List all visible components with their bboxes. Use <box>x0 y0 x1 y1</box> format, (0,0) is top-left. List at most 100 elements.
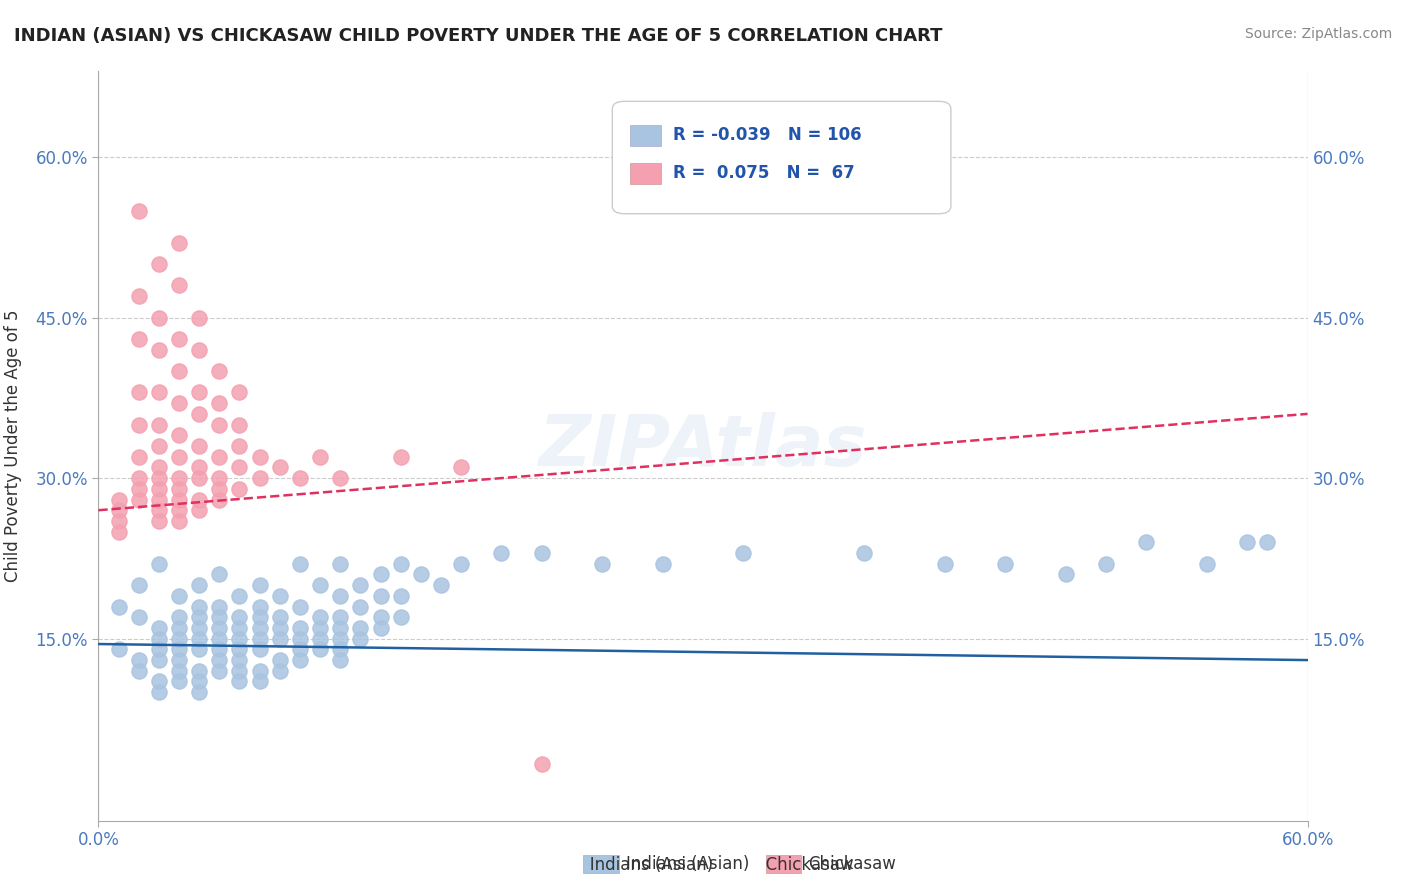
Point <box>249 578 271 592</box>
Point <box>228 674 250 689</box>
Point <box>148 310 170 325</box>
Point <box>208 364 231 378</box>
Point <box>934 557 956 571</box>
Point <box>228 610 250 624</box>
Point <box>128 289 150 303</box>
Point <box>167 632 190 646</box>
Point <box>288 632 311 646</box>
Point <box>107 514 129 528</box>
Point <box>1095 557 1118 571</box>
Point <box>389 589 412 603</box>
Point <box>370 589 392 603</box>
Point <box>228 417 250 432</box>
Point <box>430 578 453 592</box>
Point <box>148 632 170 646</box>
Point <box>994 557 1017 571</box>
Point <box>128 653 150 667</box>
Point <box>148 343 170 357</box>
Point <box>208 599 231 614</box>
Point <box>128 578 150 592</box>
Point <box>349 578 371 592</box>
Point <box>148 642 170 657</box>
Point <box>128 482 150 496</box>
Point <box>309 610 332 624</box>
Point <box>228 664 250 678</box>
Point <box>167 332 190 346</box>
Point <box>370 610 392 624</box>
Point <box>249 599 271 614</box>
Point <box>269 632 291 646</box>
Point <box>228 642 250 657</box>
Point <box>491 546 513 560</box>
Point <box>309 632 332 646</box>
Point <box>249 642 271 657</box>
Point <box>167 396 190 410</box>
Point <box>188 642 211 657</box>
Point <box>329 557 352 571</box>
Text: R =  0.075   N =  67: R = 0.075 N = 67 <box>672 163 855 181</box>
Text: Chickasaw: Chickasaw <box>808 855 897 873</box>
FancyBboxPatch shape <box>583 855 619 873</box>
Point <box>148 257 170 271</box>
Point <box>269 664 291 678</box>
Point <box>188 664 211 678</box>
Point <box>208 632 231 646</box>
Point <box>128 203 150 218</box>
Point <box>188 621 211 635</box>
Point <box>288 471 311 485</box>
Point <box>188 599 211 614</box>
Point <box>148 417 170 432</box>
Point <box>450 460 472 475</box>
Point <box>208 450 231 464</box>
Point <box>128 471 150 485</box>
Point <box>349 621 371 635</box>
Point <box>208 610 231 624</box>
Point <box>188 385 211 400</box>
Point <box>1256 535 1278 549</box>
Point <box>128 385 150 400</box>
Point <box>148 439 170 453</box>
Point <box>148 460 170 475</box>
Point <box>389 557 412 571</box>
Point <box>107 642 129 657</box>
Point <box>530 546 553 560</box>
Y-axis label: Child Poverty Under the Age of 5: Child Poverty Under the Age of 5 <box>4 310 21 582</box>
Point <box>288 621 311 635</box>
Point <box>269 610 291 624</box>
Point <box>208 664 231 678</box>
Point <box>249 610 271 624</box>
Text: ZIPAtlas: ZIPAtlas <box>538 411 868 481</box>
Point <box>370 567 392 582</box>
Point <box>208 396 231 410</box>
Point <box>228 385 250 400</box>
Point <box>107 503 129 517</box>
Point <box>309 450 332 464</box>
Point <box>389 610 412 624</box>
Point <box>1236 535 1258 549</box>
Point <box>228 632 250 646</box>
Point <box>167 364 190 378</box>
Point <box>228 589 250 603</box>
Point <box>167 503 190 517</box>
Point <box>269 589 291 603</box>
Point <box>188 674 211 689</box>
Point <box>167 428 190 442</box>
Point <box>853 546 876 560</box>
Point <box>167 674 190 689</box>
Point <box>450 557 472 571</box>
Point <box>148 653 170 667</box>
Point <box>188 343 211 357</box>
Point <box>167 621 190 635</box>
Point <box>288 599 311 614</box>
Point <box>167 610 190 624</box>
Point <box>208 492 231 507</box>
Text: Indians (Asian)          Chickasaw: Indians (Asian) Chickasaw <box>553 856 853 874</box>
Point <box>269 460 291 475</box>
Text: Source: ZipAtlas.com: Source: ZipAtlas.com <box>1244 27 1392 41</box>
Point <box>148 471 170 485</box>
Text: Indians (Asian): Indians (Asian) <box>626 855 749 873</box>
Point <box>733 546 755 560</box>
Point <box>309 621 332 635</box>
Point <box>288 653 311 667</box>
Point <box>188 578 211 592</box>
